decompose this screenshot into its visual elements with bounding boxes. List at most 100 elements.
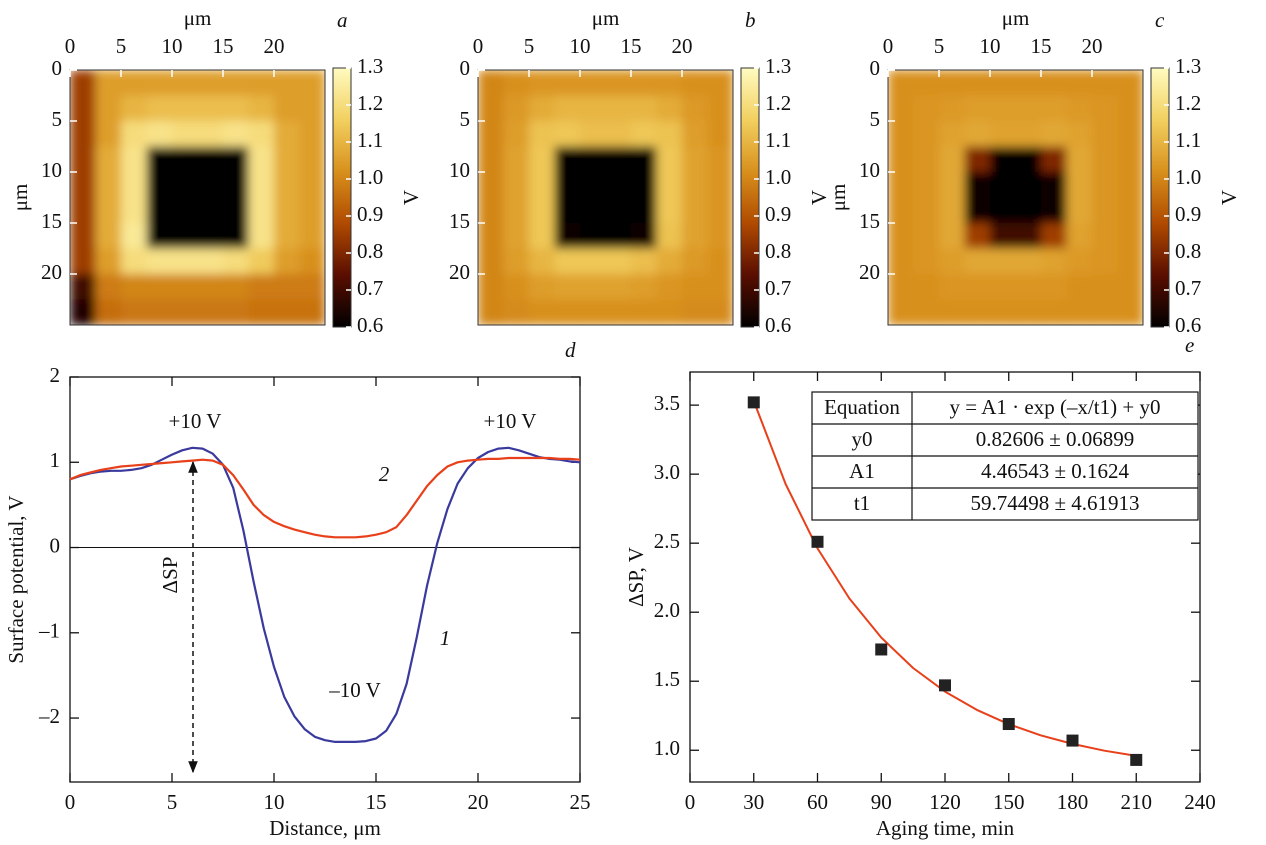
cell — [580, 299, 607, 325]
cell — [95, 121, 122, 148]
cell — [1066, 248, 1093, 275]
cell — [605, 95, 632, 122]
cell — [990, 248, 1017, 275]
cell — [605, 223, 632, 250]
cell — [223, 299, 250, 325]
cell — [888, 172, 915, 199]
x-tick-label: 90 — [871, 790, 892, 814]
cell — [70, 248, 97, 275]
series-line — [69, 446, 581, 743]
cell — [631, 172, 658, 199]
cell — [248, 248, 275, 275]
cell — [939, 95, 966, 122]
annotation: –10 V — [328, 678, 381, 702]
cell — [707, 121, 733, 148]
cell — [656, 172, 683, 199]
plot-frame — [69, 376, 581, 783]
cell — [223, 248, 250, 275]
cell — [656, 70, 683, 97]
cell — [95, 172, 122, 199]
cell — [197, 223, 224, 250]
cell — [70, 223, 97, 250]
cell — [274, 146, 301, 173]
cell — [580, 172, 607, 199]
cell — [172, 274, 199, 301]
cell — [121, 223, 148, 250]
x-tick-label: 25 — [570, 790, 591, 814]
cell — [146, 299, 173, 325]
cell — [529, 95, 556, 122]
x-tick-label: 180 — [1057, 790, 1089, 814]
cell — [1066, 95, 1093, 122]
colorbar — [332, 67, 352, 328]
cell — [990, 70, 1017, 97]
cell — [554, 248, 581, 275]
cell — [580, 248, 607, 275]
x-tick-label: 10 — [162, 34, 183, 58]
cell — [964, 299, 991, 325]
colorbar-tick-label: 1.3 — [357, 54, 383, 78]
point — [939, 679, 951, 692]
cell — [913, 121, 940, 148]
cell — [1117, 70, 1143, 97]
cell — [554, 172, 581, 199]
cell — [146, 248, 173, 275]
cell — [990, 95, 1017, 122]
cell — [529, 248, 556, 275]
cell — [682, 121, 709, 148]
cell — [1015, 274, 1042, 301]
cell — [1066, 197, 1093, 224]
x-axis-title: μm — [592, 6, 620, 30]
cell — [223, 223, 250, 250]
table-cell: 0.82606 ± 0.06899 — [976, 427, 1135, 451]
colorbar-tick-label: 0.6 — [1175, 313, 1201, 337]
cell — [478, 121, 505, 148]
cell — [70, 70, 97, 97]
x-tick-label: 10 — [264, 790, 285, 814]
cell — [1015, 197, 1042, 224]
cell — [990, 299, 1017, 325]
cell — [197, 248, 224, 275]
cell — [554, 223, 581, 250]
cell — [172, 172, 199, 199]
cell — [580, 274, 607, 301]
cell — [1015, 121, 1042, 148]
cell — [197, 95, 224, 122]
frame — [69, 69, 326, 326]
cell — [707, 95, 733, 122]
colorbar-tick-label: 0.6 — [765, 313, 791, 337]
cell — [605, 70, 632, 97]
cell — [146, 172, 173, 199]
cell — [478, 299, 505, 325]
heatmap — [478, 70, 733, 325]
cell — [70, 299, 97, 325]
point — [811, 535, 824, 548]
cell — [656, 95, 683, 122]
x-tick-label: 15 — [213, 34, 234, 58]
cell — [503, 223, 530, 250]
cell — [964, 121, 991, 148]
cell — [197, 274, 224, 301]
cell — [248, 197, 275, 224]
cell — [605, 274, 632, 301]
x-tick-label: 0 — [473, 34, 484, 58]
cell — [554, 121, 581, 148]
cell — [707, 197, 733, 224]
cell — [1066, 299, 1093, 325]
cell — [1015, 146, 1042, 173]
colorbar-tick-label: 0.8 — [765, 239, 791, 263]
cell — [1066, 172, 1093, 199]
cell — [146, 70, 173, 97]
cell — [95, 223, 122, 250]
cell — [274, 223, 301, 250]
point — [1002, 718, 1015, 731]
cell — [146, 146, 173, 173]
x-tick-label: 20 — [672, 34, 693, 58]
cell — [1015, 299, 1042, 325]
colorbar-tick-label: 1.3 — [765, 54, 791, 78]
cell — [913, 70, 940, 97]
x-tick-label: 30 — [743, 790, 764, 814]
cell — [990, 121, 1017, 148]
cell — [121, 70, 148, 97]
cell — [248, 95, 275, 122]
